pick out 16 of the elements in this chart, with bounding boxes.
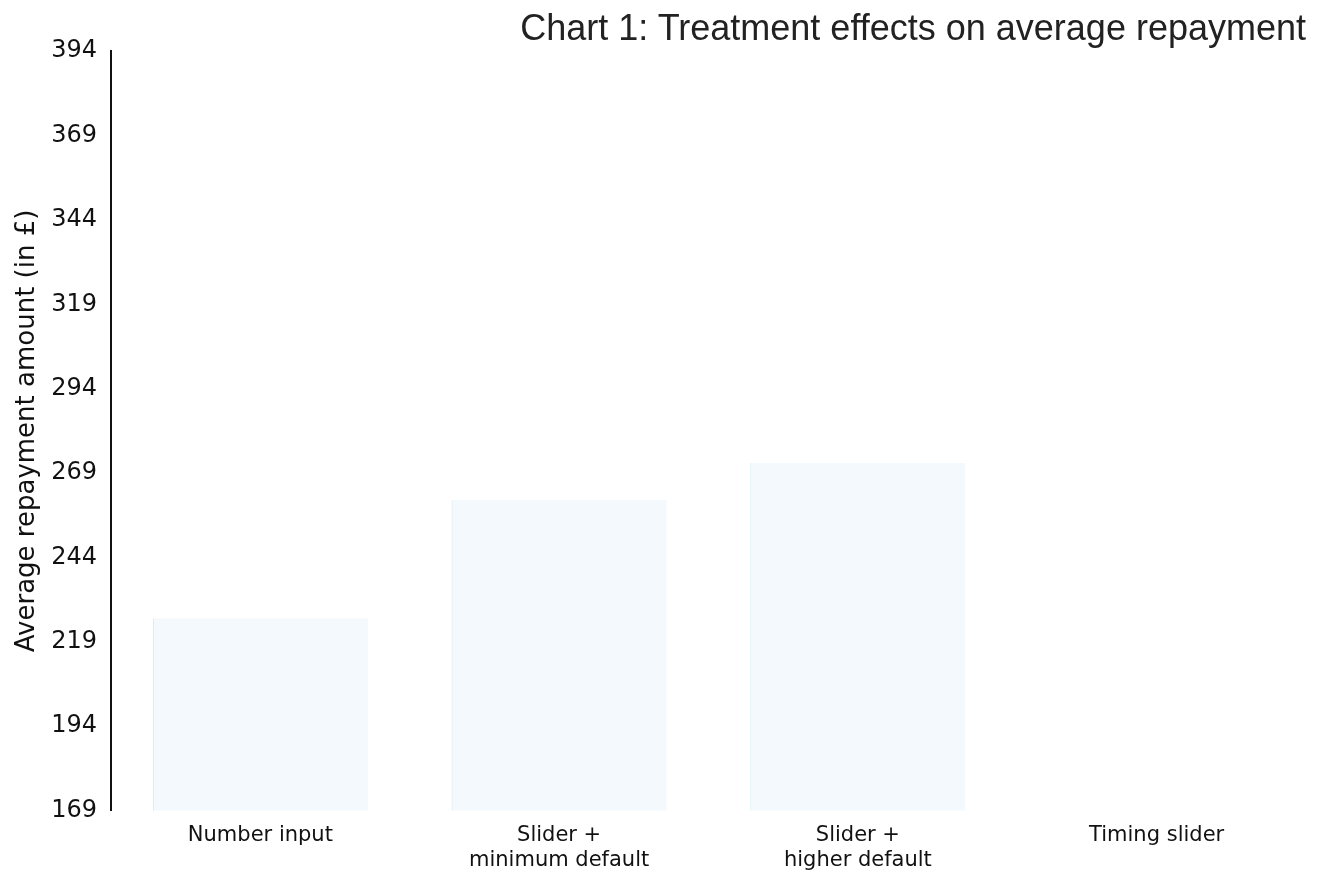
x-tick-label: Number input [187, 821, 333, 846]
y-tick-label: 219 [51, 626, 98, 655]
y-tick-label: 269 [51, 457, 98, 486]
x-tick-label: Slider + higher default [783, 821, 932, 871]
y-tick-label: 194 [51, 710, 98, 739]
x-tick-label: Slider + minimum default [469, 821, 650, 871]
y-axis-title: Average repayment amount (in £) [10, 209, 41, 653]
y-tick-label: 169 [51, 794, 98, 823]
chart-title: Chart 1: Treatment effects on average repayment [520, 6, 1306, 48]
y-tick-label: 244 [51, 541, 98, 570]
x-tick-label: Timing slider [1088, 821, 1225, 846]
y-tick-label: 319 [51, 288, 98, 317]
y-tick-label: 294 [51, 372, 98, 401]
y-tick-label: 344 [51, 204, 98, 233]
y-tick-label: 394 [51, 35, 98, 64]
y-tick-label: 369 [51, 119, 98, 148]
